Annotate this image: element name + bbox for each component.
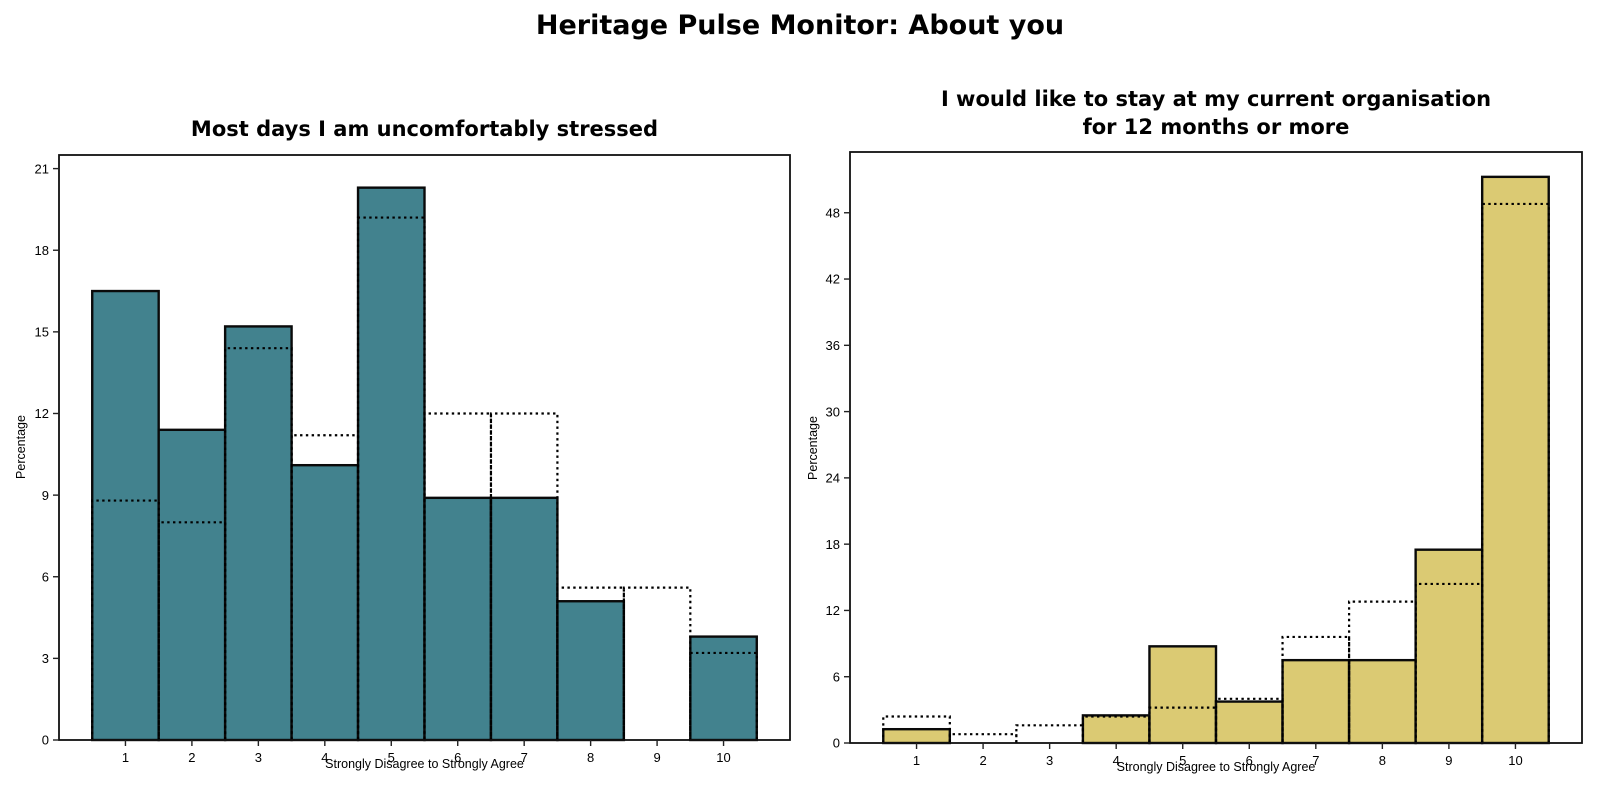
x-tick-label: 7	[1312, 753, 1319, 768]
y-tick-label: 15	[35, 325, 49, 340]
bar-bin-7	[1281, 658, 1351, 745]
x-tick-label: 3	[1046, 753, 1053, 768]
benchmark-outline-bin-3	[1015, 724, 1085, 743]
benchmark-outline-bin-1	[91, 499, 160, 740]
axes-frame	[58, 154, 791, 741]
x-tick-label: 7	[521, 750, 528, 765]
chart-title-stressed: Most days I am uncomfortably stressed	[59, 115, 790, 143]
bar-bin-5	[356, 186, 426, 742]
x-tick-label: 1	[122, 750, 129, 765]
y-tick-label: 18	[35, 243, 49, 258]
benchmark-outline-bin-6	[423, 412, 493, 740]
y-tick-label: 30	[826, 404, 840, 419]
benchmark-outline-bin-2	[948, 733, 1018, 743]
axes-frame	[849, 151, 1583, 744]
x-tick-label: 5	[388, 750, 395, 765]
chart-title-line: Most days I am uncomfortably stressed	[190, 117, 659, 141]
bar-bin-4	[290, 463, 360, 742]
bar-bin-3	[223, 325, 293, 742]
x-tick-label: 9	[1445, 753, 1452, 768]
benchmark-outline-bin-7	[489, 412, 559, 740]
y-tick-label: 0	[42, 733, 49, 748]
y-tick-label: 9	[42, 488, 49, 503]
y-tick-label: 48	[826, 205, 840, 220]
x-tick-label: 9	[653, 750, 660, 765]
x-tick-label: 8	[587, 750, 594, 765]
y-tick-label: 42	[826, 272, 840, 287]
chart-stressed-histogram: 0 3 6 9 12 15 18 21 1 2 3 4 5 6 7 8 9 10 Most days I am u…	[14, 115, 791, 771]
y-axis-label: Percentage	[806, 416, 820, 480]
chart-stay-histogram: 0 6 12 18 24 30 36 42 48 1 2 3 4 5 6 7 8 9 10 I would like…	[800, 0, 1600, 800]
bar-bin-5	[1148, 645, 1218, 745]
x-tick-label: 2	[979, 753, 986, 768]
bar-bin-8	[1347, 658, 1417, 745]
y-tick-label: 36	[826, 338, 840, 353]
bar-bin-8	[556, 600, 626, 742]
x-tick-label: 10	[1508, 753, 1522, 768]
x-axis-label: Strongly Disagree to Strongly Agree	[325, 757, 524, 771]
x-tick-label: 8	[1379, 753, 1386, 768]
x-tick-label: 4	[321, 750, 328, 765]
bar-bin-10	[1480, 175, 1550, 745]
bar-bin-1	[91, 289, 160, 742]
benchmark-outline-bin-2	[157, 521, 227, 740]
benchmark-outline-bin-6	[1214, 697, 1284, 743]
bar-bin-9	[1414, 548, 1484, 745]
benchmark-outline-bin-3	[224, 347, 293, 740]
bar-bin-6	[1214, 700, 1284, 745]
x-tick-label: 10	[716, 750, 730, 765]
y-tick-label: 3	[42, 651, 49, 666]
y-tick-label: 24	[826, 471, 840, 486]
chart-title-stay: I would like to stay at my current organ…	[850, 85, 1582, 141]
bar-bin-1	[882, 727, 952, 745]
x-tick-label: 2	[188, 750, 195, 765]
page-title: Heritage Pulse Monitor: About you	[535, 10, 1065, 41]
bar-bin-7	[489, 496, 559, 742]
x-tick-label: 4	[1113, 753, 1120, 768]
benchmark-outline-bin-5	[1148, 706, 1218, 743]
y-tick-label: 6	[42, 569, 49, 584]
bar-bin-6	[423, 496, 493, 742]
benchmark-outline-bin-9	[622, 586, 692, 740]
x-tick-label: 1	[913, 753, 920, 768]
y-tick-label: 21	[35, 161, 49, 176]
chart-title-line: I would like to stay at my current organ…	[940, 87, 1492, 111]
y-axis-label: Percentage	[14, 415, 28, 479]
x-axis-label: Strongly Disagree to Strongly Agree	[1116, 760, 1316, 774]
bar-bin-10	[689, 635, 758, 742]
benchmark-outline-bin-1	[882, 715, 951, 743]
benchmark-outline-bin-9	[1414, 582, 1484, 743]
y-tick-label: 0	[833, 736, 840, 751]
bar-bin-4	[1081, 714, 1151, 745]
bar-bin-2	[157, 428, 227, 742]
y-tick-label: 18	[826, 537, 840, 552]
y-tick-label: 6	[833, 669, 840, 684]
x-tick-label: 5	[1179, 753, 1186, 768]
x-tick-label: 6	[454, 750, 461, 765]
benchmark-outline-bin-5	[356, 216, 426, 740]
y-tick-label: 12	[826, 603, 840, 618]
y-tick-label: 12	[35, 406, 49, 421]
x-tick-label: 6	[1246, 753, 1253, 768]
chart-title-line: for 12 months or more	[1082, 115, 1350, 139]
benchmark-outline-bin-7	[1281, 635, 1351, 743]
x-tick-label: 3	[255, 750, 262, 765]
benchmark-outline-bin-8	[556, 586, 625, 740]
